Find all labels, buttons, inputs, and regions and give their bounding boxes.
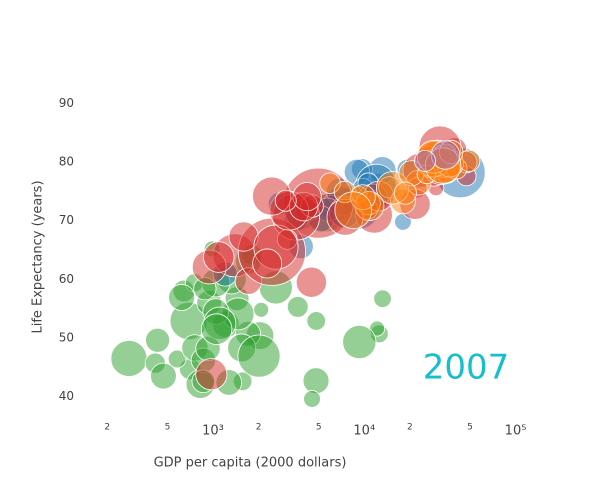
bubble [237,334,281,378]
y-tick-label: 80 [59,155,74,169]
bubble [414,149,436,172]
y-tick-label: 60 [59,272,74,286]
bubble [110,339,148,377]
y-tick-label: 70 [59,213,74,227]
bubble [167,349,187,369]
bubble [373,289,392,308]
x-tick-label: 10⁵ [505,424,527,439]
bubble [168,284,196,311]
bubble [274,189,297,212]
y-tick-label: 40 [59,389,74,403]
plot-area [110,125,486,408]
bubble [195,358,228,391]
bubble [342,324,377,360]
y-axis-title: Life Expectancy (years) [31,180,46,333]
y-tick-label: 50 [59,330,74,344]
bubble [145,327,171,353]
bubble [334,191,373,229]
bubble [200,313,233,345]
x-tick-label: 2 [104,423,110,433]
bubble [203,241,235,273]
bubble [292,182,322,212]
bubble [302,367,330,395]
y-tick-label: 90 [59,96,74,110]
year-annotation: 2007 [423,348,510,388]
bubble [393,181,417,205]
bubble [303,390,321,408]
bubble [252,248,283,279]
bubble [306,311,327,331]
x-tick-label: 5 [165,423,171,433]
x-axis-title: GDP per capita (2000 dollars) [154,456,347,471]
bubble [286,296,309,318]
bubble [430,140,461,170]
x-tick-label: 5 [467,423,473,433]
x-tick-label: 2 [256,423,262,433]
x-tick-label: 5 [316,423,322,433]
x-tick-label: 10⁴ [353,424,375,439]
bubble [150,362,177,390]
x-tick-label: 2 [407,423,413,433]
bubble [295,266,327,298]
x-tick-label: 10³ [202,424,224,439]
bubble [253,301,270,318]
